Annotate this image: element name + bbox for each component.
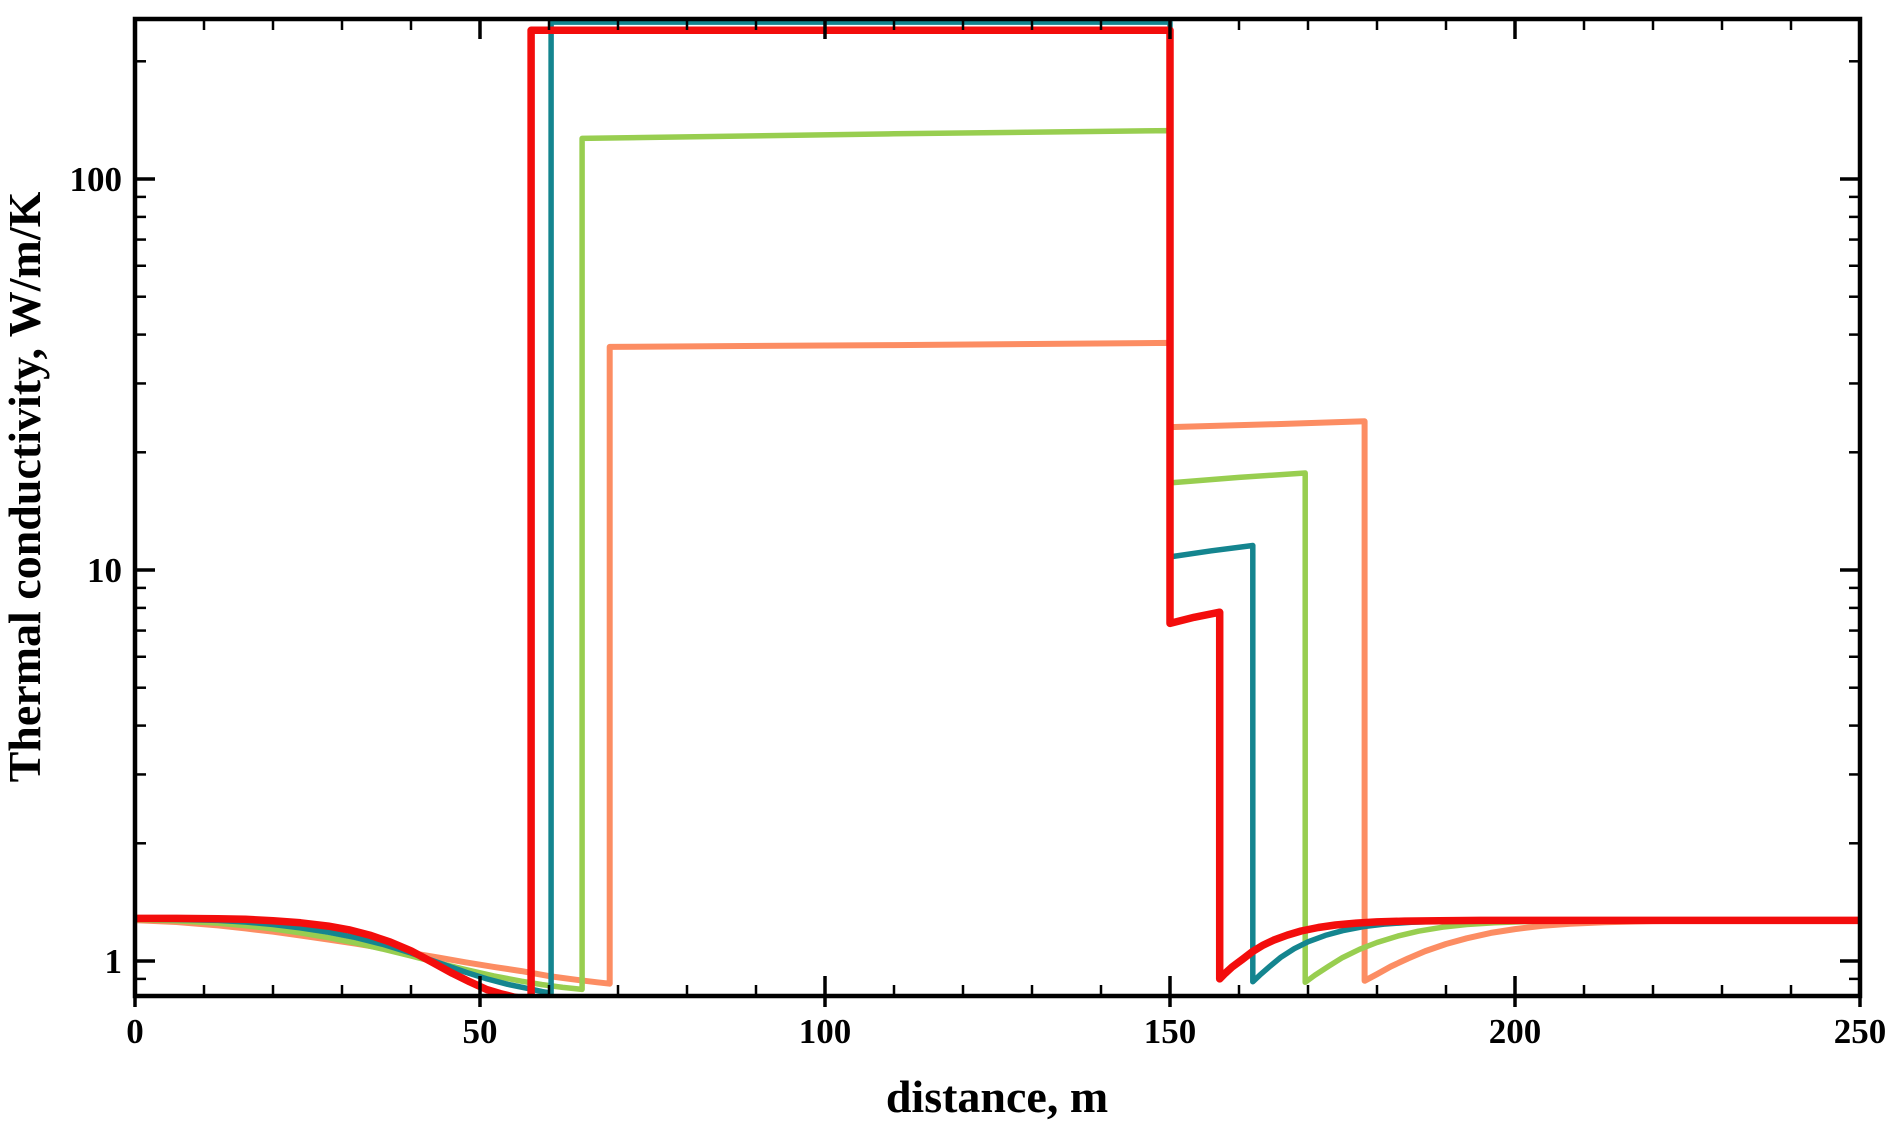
y-tick-label: 10 bbox=[87, 551, 122, 590]
y-tick-label: 100 bbox=[70, 160, 123, 199]
y-tick-label: 1 bbox=[105, 942, 123, 981]
y-axis-title: Thermal conductivity, W/m/K bbox=[0, 191, 50, 782]
x-tick-label: 150 bbox=[1144, 1012, 1197, 1051]
series-line-green-curve bbox=[137, 127, 1858, 993]
x-tick-label: 0 bbox=[126, 1012, 144, 1051]
x-axis-title: distance, m bbox=[886, 1071, 1108, 1122]
axes-layer bbox=[132, 16, 1863, 1007]
series-group bbox=[137, 21, 1858, 994]
series-line-orange-curve bbox=[137, 339, 1858, 987]
x-tick-label: 50 bbox=[463, 1012, 498, 1051]
series-line-teal-curve bbox=[137, 21, 1858, 994]
x-tick-label: 100 bbox=[799, 1012, 852, 1051]
series-line-red-curve bbox=[137, 26, 1858, 994]
x-tick-label: 200 bbox=[1489, 1012, 1542, 1051]
x-tick-label: 250 bbox=[1834, 1012, 1887, 1051]
plot-frame bbox=[132, 16, 1863, 999]
tick-label-layer: 0 50 100 150 200 250 1 10 100 bbox=[70, 160, 1887, 1051]
series-layer bbox=[137, 21, 1858, 994]
